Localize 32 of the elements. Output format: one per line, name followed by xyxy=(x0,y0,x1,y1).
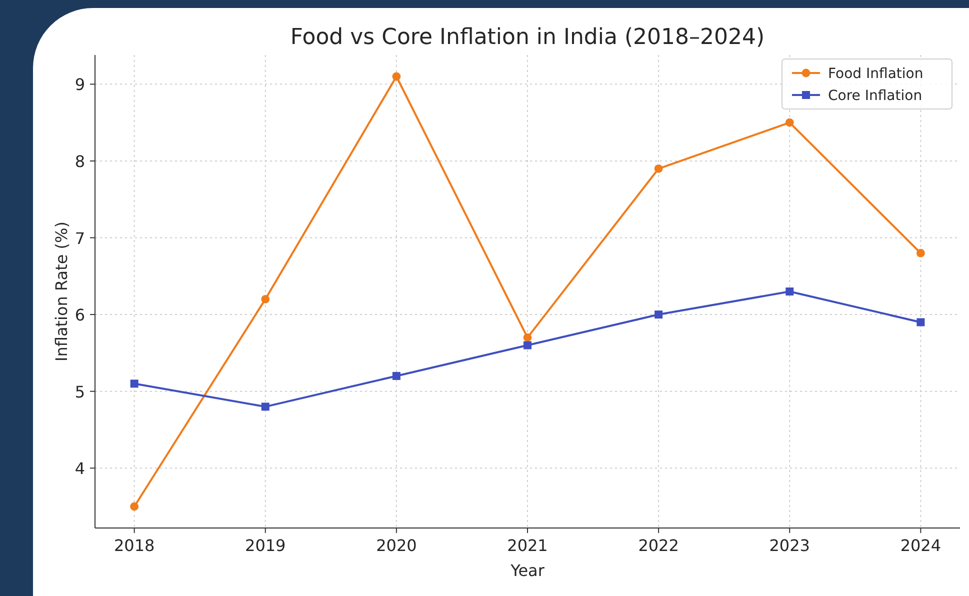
point xyxy=(524,341,532,350)
point xyxy=(261,294,270,304)
y-tick-label: 7 xyxy=(74,228,85,248)
y-tick-label: 4 xyxy=(74,459,85,478)
x-tick-label: 2020 xyxy=(376,536,417,555)
point xyxy=(785,118,794,127)
x-tick-label: 2018 xyxy=(114,536,155,555)
x-tick-label: 2021 xyxy=(507,536,548,555)
point xyxy=(261,402,270,411)
point xyxy=(654,310,663,319)
point xyxy=(130,502,139,511)
y-axis-title: Inflation Rate (%) xyxy=(52,222,71,362)
x-tick-label: 2019 xyxy=(245,536,286,555)
y-tick-label: 8 xyxy=(74,152,85,171)
x-tick-label: 2024 xyxy=(900,536,942,555)
y-tick-label: 5 xyxy=(74,382,85,402)
legend-label: Food Inflation xyxy=(828,66,924,82)
point xyxy=(523,333,532,342)
point xyxy=(654,164,663,173)
point xyxy=(916,318,925,326)
y-tick-label: 9 xyxy=(74,75,85,94)
y-tick-label: 6 xyxy=(74,306,85,325)
point xyxy=(130,380,138,388)
legend-label: Core Inflation xyxy=(828,88,922,104)
x-axis-title: Year xyxy=(510,561,545,580)
x-tick-label: 2023 xyxy=(769,536,810,555)
point xyxy=(392,72,401,81)
chart-title: Food vs Core Inflation in India (2018–2024) xyxy=(290,25,765,50)
point xyxy=(392,372,400,380)
x-tick-label: 2022 xyxy=(638,536,679,555)
point xyxy=(916,248,925,258)
point xyxy=(786,288,794,296)
